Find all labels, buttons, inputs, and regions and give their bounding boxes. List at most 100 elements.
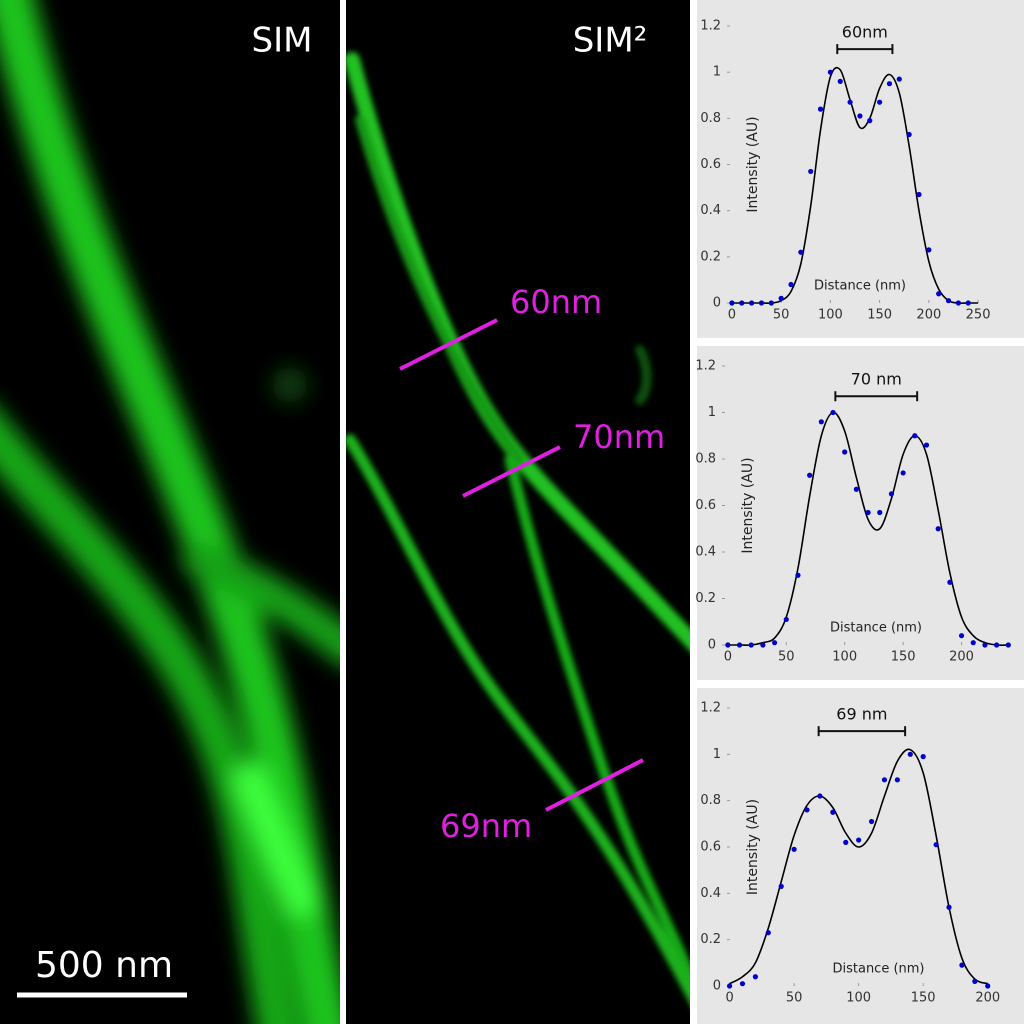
data-point bbox=[994, 642, 1000, 648]
y-tick-label: 1.2 bbox=[700, 19, 721, 34]
profile-line bbox=[399, 318, 498, 371]
data-point bbox=[933, 842, 939, 848]
y-axis-label: Intensity (AU) bbox=[745, 799, 761, 895]
data-point bbox=[830, 809, 836, 815]
y-tick-label: 0.4 bbox=[700, 203, 721, 218]
fit-line bbox=[729, 748, 989, 985]
data-point bbox=[955, 300, 961, 306]
data-point bbox=[972, 978, 978, 984]
y-tick-label: 0.6 bbox=[695, 498, 716, 513]
bracket-label: 70 nm bbox=[851, 370, 902, 389]
data-point bbox=[765, 930, 771, 936]
data-point bbox=[818, 419, 824, 425]
data-point bbox=[758, 300, 765, 306]
x-tick-label: 200 bbox=[949, 650, 974, 665]
x-tick-label: 50 bbox=[786, 991, 803, 1006]
sim2-image: SIM² 60nm 70nm 69nm bbox=[346, 0, 690, 1024]
profile-line bbox=[462, 445, 561, 498]
data-point bbox=[970, 640, 976, 646]
data-point bbox=[923, 442, 930, 448]
data-point bbox=[827, 69, 833, 75]
image-title: SIM² bbox=[573, 21, 648, 61]
x-axis-label: Distance (nm) bbox=[830, 621, 922, 636]
data-point bbox=[788, 281, 794, 288]
data-point bbox=[760, 642, 766, 648]
y-tick-label: 1 bbox=[708, 405, 716, 420]
data-point bbox=[752, 974, 758, 980]
data-point bbox=[888, 491, 895, 497]
data-point bbox=[817, 106, 824, 112]
data-point bbox=[783, 616, 789, 623]
y-tick-label: 0.4 bbox=[695, 545, 716, 560]
data-point bbox=[830, 409, 836, 416]
profile-label: 70nm bbox=[573, 418, 665, 456]
data-point bbox=[965, 300, 971, 306]
data-point bbox=[729, 300, 735, 306]
data-point bbox=[725, 642, 731, 648]
data-point bbox=[857, 113, 863, 119]
y-tick-label: 0.8 bbox=[700, 111, 721, 126]
data-point bbox=[867, 118, 873, 124]
data-point bbox=[736, 642, 743, 648]
data-point bbox=[916, 191, 922, 198]
profile-label: 69nm bbox=[440, 807, 532, 845]
x-tick-label: 100 bbox=[832, 650, 857, 665]
image-title: SIM bbox=[252, 21, 313, 61]
data-point bbox=[886, 81, 893, 87]
data-point bbox=[817, 793, 823, 799]
y-tick-label: 0.2 bbox=[700, 932, 721, 947]
data-point bbox=[920, 754, 926, 760]
data-point bbox=[748, 642, 754, 648]
data-point bbox=[912, 433, 918, 439]
data-point bbox=[739, 300, 745, 306]
y-tick-label: 0.2 bbox=[700, 249, 721, 264]
data-point bbox=[847, 99, 853, 105]
x-tick-label: 100 bbox=[846, 991, 871, 1006]
data-point bbox=[946, 904, 952, 910]
x-tick-label: 50 bbox=[773, 308, 790, 323]
bracket-label: 69 nm bbox=[836, 705, 887, 724]
data-point bbox=[739, 981, 746, 987]
y-tick-label: 0 bbox=[713, 296, 721, 311]
data-point bbox=[865, 509, 871, 516]
fit-line bbox=[727, 411, 1009, 646]
data-point bbox=[808, 168, 814, 175]
y-axis-label: Intensity (AU) bbox=[740, 457, 756, 553]
x-tick-label: 250 bbox=[966, 308, 991, 323]
y-tick-label: 1.2 bbox=[695, 359, 716, 374]
x-axis-label: Distance (nm) bbox=[814, 279, 906, 294]
data-point bbox=[936, 291, 942, 297]
data-point bbox=[804, 807, 810, 813]
data-point bbox=[749, 300, 755, 306]
y-tick-label: 1.2 bbox=[700, 701, 721, 716]
data-point bbox=[896, 76, 902, 82]
y-tick-label: 0.8 bbox=[695, 452, 716, 467]
x-tick-label: 50 bbox=[778, 650, 795, 665]
y-tick-label: 0.4 bbox=[700, 886, 721, 901]
x-tick-label: 0 bbox=[724, 650, 732, 665]
x-tick-label: 150 bbox=[891, 650, 916, 665]
data-point bbox=[798, 249, 804, 255]
data-point bbox=[842, 449, 848, 455]
scale-bar-label: 500 nm bbox=[35, 945, 173, 986]
y-tick-label: 0 bbox=[713, 979, 721, 994]
data-point bbox=[768, 300, 774, 306]
data-point bbox=[791, 846, 797, 852]
plot-panel bbox=[697, 346, 1024, 680]
data-point bbox=[807, 472, 813, 478]
x-tick-label: 0 bbox=[728, 308, 736, 323]
data-point bbox=[958, 633, 965, 639]
data-point bbox=[856, 837, 862, 843]
x-tick-label: 200 bbox=[916, 308, 941, 323]
data-point bbox=[945, 298, 952, 304]
data-point bbox=[947, 579, 953, 585]
data-point bbox=[771, 640, 778, 646]
x-tick-label: 150 bbox=[911, 991, 936, 1006]
sim-image: SIM 500 nm bbox=[0, 0, 340, 1024]
x-tick-label: 150 bbox=[867, 308, 892, 323]
y-tick-label: 0.8 bbox=[700, 793, 721, 808]
data-point bbox=[906, 131, 912, 138]
data-point bbox=[795, 572, 801, 578]
profile-line bbox=[545, 758, 644, 812]
data-point bbox=[868, 818, 875, 825]
